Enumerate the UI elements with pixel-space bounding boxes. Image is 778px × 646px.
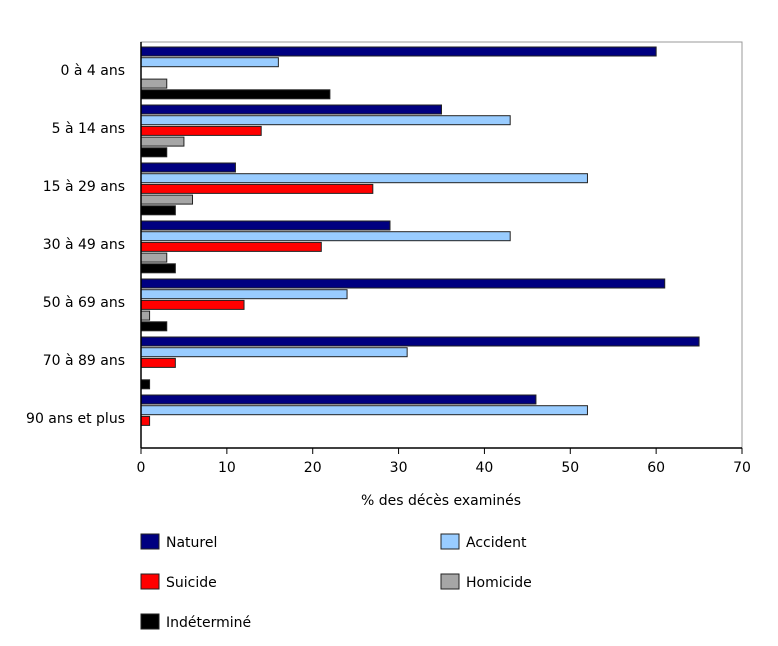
bar-indéterminé: [140, 205, 176, 216]
bar-homicide: [140, 136, 185, 147]
bar-naturel: [140, 278, 666, 289]
bar-accident: [140, 405, 588, 416]
x-tick-label: 0: [137, 460, 146, 476]
bar-accident: [140, 173, 588, 184]
category-label: 15 à 29 ans: [43, 179, 125, 195]
bar-indéterminé: [140, 89, 331, 100]
bar-accident: [140, 231, 511, 242]
x-tick-label: 20: [304, 460, 322, 476]
legend-label: Homicide: [466, 575, 532, 591]
bar-suicide: [140, 415, 151, 426]
bar-homicide: [140, 310, 151, 321]
bar-indéterminé: [140, 379, 151, 390]
bar-indéterminé: [140, 321, 168, 332]
x-tick-label: 50: [561, 460, 579, 476]
bar-homicide: [140, 252, 168, 263]
bar-naturel: [140, 104, 442, 115]
legend-swatch-suicide: [140, 573, 160, 590]
bar-indéterminé: [140, 263, 176, 274]
bar-suicide: [140, 357, 176, 368]
x-tick-label: 10: [218, 460, 236, 476]
x-axis-title: % des décès examinés: [361, 493, 521, 509]
bar-homicide: [140, 194, 194, 205]
legend-swatch-indéterminé: [140, 613, 160, 630]
legend-swatch-homicide: [440, 573, 460, 590]
bar-accident: [140, 289, 348, 300]
bar-naturel: [140, 46, 657, 57]
category-label: 70 à 89 ans: [43, 353, 125, 369]
x-tick-label: 60: [647, 460, 665, 476]
category-label: 0 à 4 ans: [61, 63, 126, 79]
legend-label: Indéterminé: [166, 615, 251, 631]
legend-swatch-naturel: [140, 533, 160, 550]
legend-label: Accident: [466, 535, 527, 551]
legend-label: Suicide: [166, 575, 217, 591]
legend-swatch-accident: [440, 533, 460, 550]
x-tick-label: 40: [476, 460, 494, 476]
category-label: 30 à 49 ans: [43, 237, 125, 253]
bar-suicide: [140, 183, 374, 194]
bar-accident: [140, 115, 511, 126]
category-label: 50 à 69 ans: [43, 295, 125, 311]
x-tick-label: 70: [733, 460, 751, 476]
bar-suicide: [140, 125, 262, 136]
bar-naturel: [140, 220, 391, 231]
bar-suicide: [140, 241, 322, 252]
category-label: 5 à 14 ans: [52, 121, 125, 137]
bar-naturel: [140, 336, 700, 347]
legend-label: Naturel: [166, 535, 217, 551]
bar-naturel: [140, 162, 236, 173]
x-tick-label: 30: [390, 460, 408, 476]
bar-indéterminé: [140, 147, 168, 158]
bar-suicide: [140, 299, 245, 310]
bar-accident: [140, 57, 279, 68]
bar-accident: [140, 347, 408, 358]
bar-naturel: [140, 394, 537, 405]
bar-homicide: [140, 78, 168, 89]
category-label: 90 ans et plus: [26, 411, 125, 427]
